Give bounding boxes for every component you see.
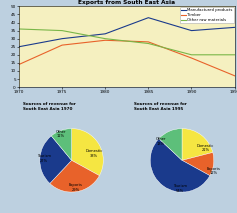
Wedge shape bbox=[182, 153, 214, 176]
Other raw materials bbox=[18, 28, 20, 30]
Timber bbox=[61, 44, 64, 46]
Title: Sources of revenue for
South East Asia 1995: Sources of revenue for South East Asia 1… bbox=[134, 102, 187, 111]
Other raw materials bbox=[61, 29, 64, 32]
Other raw materials bbox=[104, 37, 107, 40]
Text: Other
13%: Other 13% bbox=[155, 137, 166, 146]
Text: Tourism
27%: Tourism 27% bbox=[37, 154, 51, 163]
Manufactured products bbox=[61, 37, 64, 40]
Manufactured products bbox=[233, 26, 236, 29]
Text: Domestic
21%: Domestic 21% bbox=[197, 144, 214, 152]
Timber bbox=[190, 57, 193, 59]
Title: Sources of revenue for
South East Asia 1970: Sources of revenue for South East Asia 1… bbox=[23, 102, 76, 111]
Line: Manufactured products: Manufactured products bbox=[19, 18, 235, 47]
Text: Exports
29%: Exports 29% bbox=[68, 183, 82, 192]
Wedge shape bbox=[182, 129, 213, 160]
Text: Exports
12%: Exports 12% bbox=[207, 167, 221, 176]
Manufactured products bbox=[104, 33, 107, 35]
Other raw materials bbox=[233, 53, 236, 56]
Line: Other raw materials: Other raw materials bbox=[19, 29, 235, 55]
Wedge shape bbox=[159, 129, 182, 160]
Timber bbox=[104, 39, 107, 42]
Legend: Manufactured products, Timber, Other raw materials: Manufactured products, Timber, Other raw… bbox=[180, 7, 234, 23]
Text: Other
11%: Other 11% bbox=[55, 130, 66, 138]
Wedge shape bbox=[51, 129, 72, 160]
Title: Exports from South East Asia: Exports from South East Asia bbox=[78, 0, 175, 5]
Timber bbox=[18, 63, 20, 66]
Text: Domestic
33%: Domestic 33% bbox=[85, 149, 103, 158]
Wedge shape bbox=[72, 129, 103, 176]
Manufactured products bbox=[18, 45, 20, 48]
Wedge shape bbox=[40, 136, 72, 183]
Line: Timber: Timber bbox=[19, 40, 235, 76]
Wedge shape bbox=[150, 139, 210, 192]
Other raw materials bbox=[147, 42, 150, 45]
Other raw materials bbox=[190, 53, 193, 56]
Timber bbox=[233, 75, 236, 77]
Wedge shape bbox=[50, 160, 99, 192]
Manufactured products bbox=[147, 16, 150, 19]
Timber bbox=[147, 41, 150, 43]
Manufactured products bbox=[190, 29, 193, 32]
Text: Tourism
54%: Tourism 54% bbox=[173, 184, 187, 193]
